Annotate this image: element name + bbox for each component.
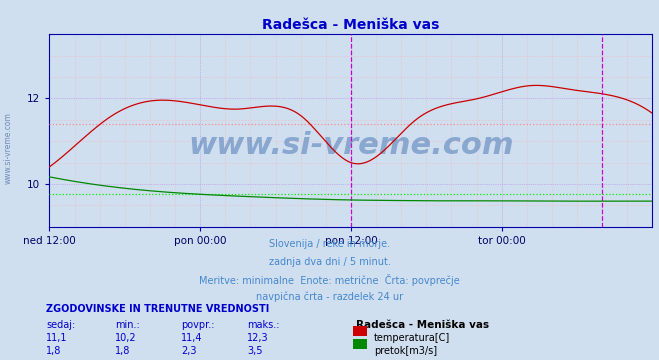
Text: povpr.:: povpr.: <box>181 320 215 330</box>
Text: 12,3: 12,3 <box>247 333 269 343</box>
Text: 10,2: 10,2 <box>115 333 137 343</box>
Text: 11,4: 11,4 <box>181 333 203 343</box>
Text: 1,8: 1,8 <box>115 346 130 356</box>
Text: 2,3: 2,3 <box>181 346 197 356</box>
Text: Meritve: minimalne  Enote: metrične  Črta: povprečje: Meritve: minimalne Enote: metrične Črta:… <box>199 274 460 286</box>
Text: www.si-vreme.com: www.si-vreme.com <box>188 131 514 161</box>
Text: Slovenija / reke in morje.: Slovenija / reke in morje. <box>269 239 390 249</box>
Text: 1,8: 1,8 <box>46 346 61 356</box>
Text: maks.:: maks.: <box>247 320 279 330</box>
Text: navpična črta - razdelek 24 ur: navpična črta - razdelek 24 ur <box>256 291 403 302</box>
Text: sedaj:: sedaj: <box>46 320 75 330</box>
Text: Radešca - Meniška vas: Radešca - Meniška vas <box>356 320 489 330</box>
Text: min.:: min.: <box>115 320 140 330</box>
Text: ZGODOVINSKE IN TRENUTNE VREDNOSTI: ZGODOVINSKE IN TRENUTNE VREDNOSTI <box>46 304 270 314</box>
Text: 3,5: 3,5 <box>247 346 263 356</box>
Text: pretok[m3/s]: pretok[m3/s] <box>374 346 437 356</box>
Title: Radešca - Meniška vas: Radešca - Meniška vas <box>262 18 440 32</box>
Text: zadnja dva dni / 5 minut.: zadnja dva dni / 5 minut. <box>269 257 390 267</box>
Text: temperatura[C]: temperatura[C] <box>374 333 450 343</box>
Text: 11,1: 11,1 <box>46 333 68 343</box>
Text: www.si-vreme.com: www.si-vreme.com <box>3 112 13 184</box>
